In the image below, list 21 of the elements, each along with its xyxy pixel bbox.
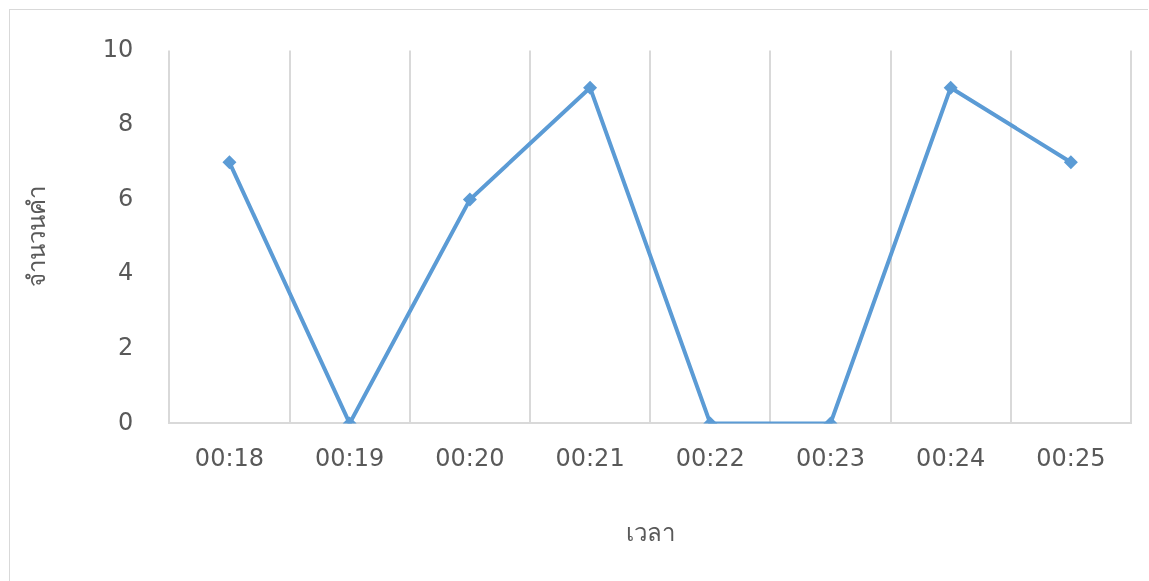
x-tick-label: 00:19 (315, 444, 385, 473)
point (943, 80, 958, 95)
point (1063, 155, 1078, 170)
y-tick-label: 0 (118, 407, 134, 436)
x-tick-label: 00:21 (555, 444, 625, 473)
y-tick-label: 4 (118, 258, 134, 287)
x-tick-label: 00:25 (1036, 444, 1106, 473)
point (583, 80, 598, 95)
x-tick-label: 00:24 (916, 444, 986, 473)
x-axis-title: เวลา (625, 518, 675, 547)
x-tick-label: 00:22 (675, 444, 745, 473)
y-tick-label: 10 (102, 34, 134, 63)
x-tick-label: 00:23 (795, 444, 866, 473)
x-tick-label: 00:18 (194, 444, 265, 473)
y-tick-label: 6 (118, 183, 134, 212)
y-axis-title: จำนวนคำ (22, 186, 51, 288)
y-tick-label: 8 (118, 109, 134, 138)
y-tick-label: 2 (118, 333, 134, 362)
point (222, 155, 237, 170)
point (462, 192, 477, 207)
x-tick-label: 00:20 (435, 444, 505, 473)
